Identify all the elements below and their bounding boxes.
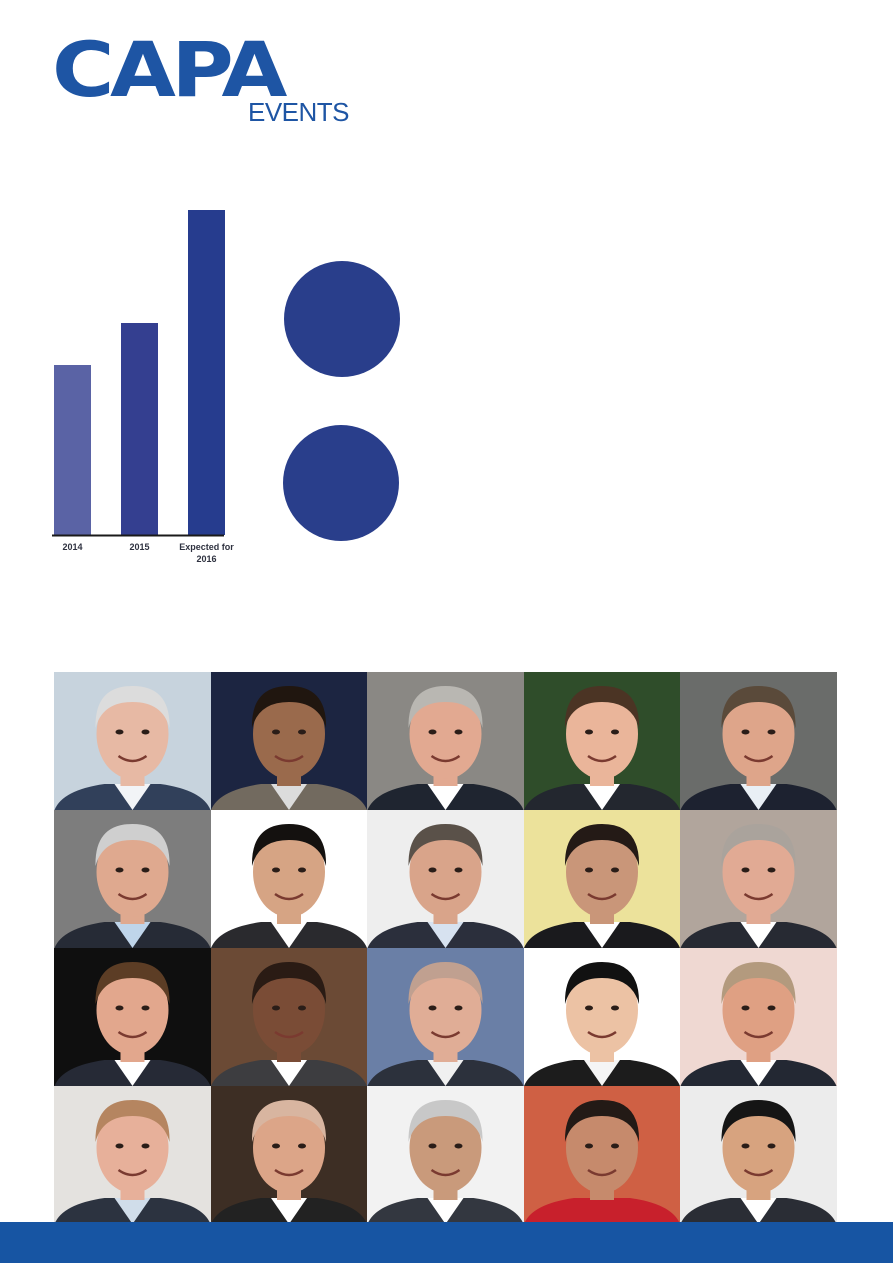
bar-2 xyxy=(188,210,225,535)
speaker-photo xyxy=(524,1086,680,1224)
speaker-photo xyxy=(680,810,837,948)
x-tick-label-2-1: 2016 xyxy=(196,554,216,564)
speaker-photo xyxy=(680,1086,837,1224)
x-tick-label-2-0: Expected for xyxy=(179,542,234,552)
speaker-photo xyxy=(367,810,524,948)
bar-1 xyxy=(121,323,158,535)
speaker-photo xyxy=(524,810,680,948)
footer-bar xyxy=(0,1222,893,1263)
bar-0 xyxy=(54,365,91,535)
logo-wordmark: CAPA xyxy=(52,25,287,114)
speaker-photo xyxy=(367,948,524,1086)
speaker-photo xyxy=(211,810,367,948)
x-tick-label-0-0: 2014 xyxy=(62,542,82,552)
speaker-photo xyxy=(680,672,837,810)
speaker-photo xyxy=(54,948,211,1086)
speaker-photo xyxy=(54,810,211,948)
speaker-photo xyxy=(524,672,680,810)
speaker-photo xyxy=(211,672,367,810)
speaker-photo xyxy=(367,1086,524,1224)
speaker-photo xyxy=(524,948,680,1086)
x-tick-label-1-0: 2015 xyxy=(129,542,149,552)
speaker-photo xyxy=(680,948,837,1086)
speaker-photo xyxy=(54,1086,211,1224)
stat-circle-bottom xyxy=(283,425,399,541)
capa-events-logo: CAPA EVENTS xyxy=(52,25,350,126)
speaker-photo xyxy=(54,672,211,810)
stat-circle-top xyxy=(284,261,400,377)
speaker-portrait-grid xyxy=(54,672,839,1224)
bar-chart-svg: 2014 2015 Expected for 2016 xyxy=(52,210,234,564)
speaker-photo xyxy=(211,1086,367,1224)
growth-bar-chart: 2014 2015 Expected for 2016 xyxy=(52,190,242,580)
logo-subtitle: EVENTS xyxy=(248,97,350,127)
speaker-photo xyxy=(367,672,524,810)
speaker-photo xyxy=(211,948,367,1086)
